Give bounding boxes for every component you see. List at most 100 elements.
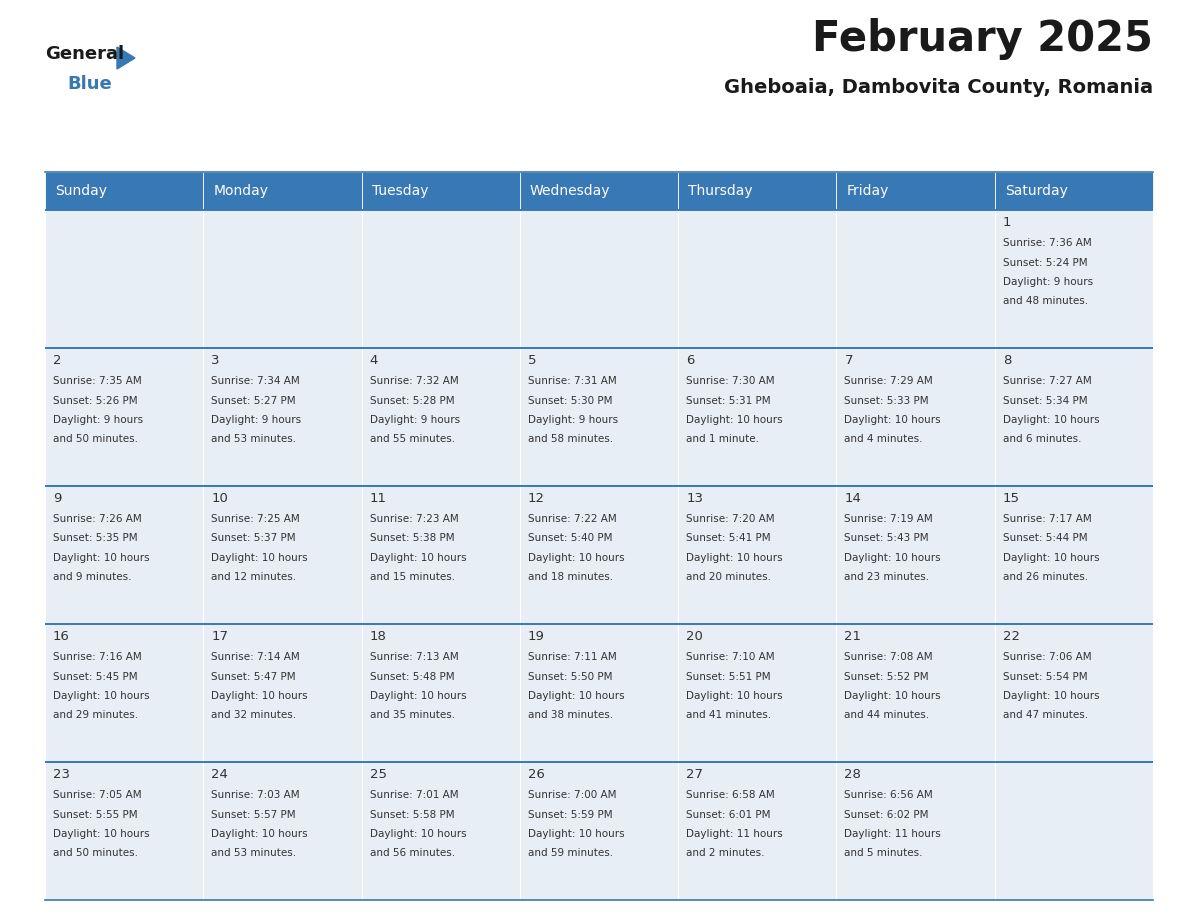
Text: and 44 minutes.: and 44 minutes. [845, 711, 929, 721]
Text: 28: 28 [845, 768, 861, 781]
Bar [994, 348, 1154, 486]
Text: 19: 19 [527, 630, 545, 643]
Text: Monday: Monday [214, 184, 268, 198]
Text: 18: 18 [369, 630, 386, 643]
Bar [836, 172, 994, 210]
Bar [836, 486, 994, 624]
Text: Sunset: 6:01 PM: Sunset: 6:01 PM [687, 810, 771, 820]
Text: and 5 minutes.: and 5 minutes. [845, 848, 923, 858]
Bar [520, 348, 678, 486]
Text: and 38 minutes.: and 38 minutes. [527, 711, 613, 721]
Text: Thursday: Thursday [688, 184, 753, 198]
Text: Daylight: 10 hours: Daylight: 10 hours [845, 415, 941, 425]
Text: Daylight: 11 hours: Daylight: 11 hours [687, 829, 783, 839]
Bar [45, 172, 203, 210]
Text: 12: 12 [527, 492, 545, 505]
Text: and 56 minutes.: and 56 minutes. [369, 848, 455, 858]
Bar [678, 210, 836, 348]
Bar [520, 210, 678, 348]
Text: Sunrise: 7:36 AM: Sunrise: 7:36 AM [1003, 238, 1092, 248]
Text: Sunset: 5:41 PM: Sunset: 5:41 PM [687, 533, 771, 543]
Text: Sunday: Sunday [55, 184, 107, 198]
Text: Daylight: 11 hours: Daylight: 11 hours [845, 829, 941, 839]
Bar [520, 486, 678, 624]
Text: 5: 5 [527, 354, 536, 367]
Text: Tuesday: Tuesday [372, 184, 428, 198]
Text: 8: 8 [1003, 354, 1011, 367]
Text: and 58 minutes.: and 58 minutes. [527, 434, 613, 444]
Text: 14: 14 [845, 492, 861, 505]
Text: Sunrise: 7:20 AM: Sunrise: 7:20 AM [687, 514, 775, 524]
Text: Blue: Blue [67, 75, 112, 93]
Text: Sunrise: 7:30 AM: Sunrise: 7:30 AM [687, 376, 775, 386]
Text: 25: 25 [369, 768, 386, 781]
Text: Sunrise: 7:03 AM: Sunrise: 7:03 AM [211, 790, 299, 800]
Bar [45, 210, 203, 348]
Bar [361, 624, 520, 762]
Bar [45, 624, 203, 762]
Bar [678, 348, 836, 486]
Text: Daylight: 10 hours: Daylight: 10 hours [211, 691, 308, 701]
Bar [994, 210, 1154, 348]
Text: Wednesday: Wednesday [530, 184, 611, 198]
Text: 15: 15 [1003, 492, 1019, 505]
Text: Gheboaia, Dambovita County, Romania: Gheboaia, Dambovita County, Romania [723, 78, 1154, 97]
Bar [994, 486, 1154, 624]
Text: Daylight: 10 hours: Daylight: 10 hours [211, 553, 308, 563]
Text: Sunset: 5:59 PM: Sunset: 5:59 PM [527, 810, 613, 820]
Bar [361, 210, 520, 348]
Bar [361, 486, 520, 624]
Text: Sunset: 5:44 PM: Sunset: 5:44 PM [1003, 533, 1087, 543]
Text: 21: 21 [845, 630, 861, 643]
Text: Sunrise: 7:05 AM: Sunrise: 7:05 AM [53, 790, 141, 800]
Text: Sunrise: 7:16 AM: Sunrise: 7:16 AM [53, 652, 141, 662]
Text: 4: 4 [369, 354, 378, 367]
Text: Sunset: 5:45 PM: Sunset: 5:45 PM [53, 671, 138, 681]
Text: Sunset: 5:57 PM: Sunset: 5:57 PM [211, 810, 296, 820]
Bar [836, 348, 994, 486]
Text: Daylight: 10 hours: Daylight: 10 hours [53, 553, 150, 563]
Text: and 29 minutes.: and 29 minutes. [53, 711, 138, 721]
Text: Sunrise: 7:06 AM: Sunrise: 7:06 AM [1003, 652, 1092, 662]
Text: Sunrise: 7:08 AM: Sunrise: 7:08 AM [845, 652, 933, 662]
Text: Sunrise: 7:35 AM: Sunrise: 7:35 AM [53, 376, 141, 386]
Text: Daylight: 10 hours: Daylight: 10 hours [369, 553, 466, 563]
Text: 11: 11 [369, 492, 386, 505]
Text: Daylight: 10 hours: Daylight: 10 hours [845, 553, 941, 563]
Text: Sunrise: 7:22 AM: Sunrise: 7:22 AM [527, 514, 617, 524]
Bar [203, 172, 361, 210]
Bar [45, 486, 203, 624]
Text: Sunrise: 7:00 AM: Sunrise: 7:00 AM [527, 790, 617, 800]
Text: Sunset: 5:28 PM: Sunset: 5:28 PM [369, 396, 454, 406]
Bar [678, 172, 836, 210]
Text: Daylight: 10 hours: Daylight: 10 hours [53, 829, 150, 839]
Text: 17: 17 [211, 630, 228, 643]
Text: 20: 20 [687, 630, 703, 643]
Text: Daylight: 10 hours: Daylight: 10 hours [1003, 553, 1099, 563]
Bar [361, 348, 520, 486]
Bar [678, 762, 836, 900]
Text: 22: 22 [1003, 630, 1019, 643]
Text: and 2 minutes.: and 2 minutes. [687, 848, 765, 858]
Text: Sunset: 5:35 PM: Sunset: 5:35 PM [53, 533, 138, 543]
Bar [520, 172, 678, 210]
Text: and 12 minutes.: and 12 minutes. [211, 573, 297, 583]
Text: Daylight: 10 hours: Daylight: 10 hours [527, 691, 625, 701]
Text: Sunset: 5:33 PM: Sunset: 5:33 PM [845, 396, 929, 406]
Text: Sunrise: 7:17 AM: Sunrise: 7:17 AM [1003, 514, 1092, 524]
Text: Sunset: 5:51 PM: Sunset: 5:51 PM [687, 671, 771, 681]
Text: Sunset: 5:47 PM: Sunset: 5:47 PM [211, 671, 296, 681]
Text: and 59 minutes.: and 59 minutes. [527, 848, 613, 858]
Text: 9: 9 [53, 492, 62, 505]
Bar [203, 210, 361, 348]
Bar [45, 762, 203, 900]
Text: and 23 minutes.: and 23 minutes. [845, 573, 929, 583]
Text: and 50 minutes.: and 50 minutes. [53, 848, 138, 858]
Text: Daylight: 10 hours: Daylight: 10 hours [1003, 691, 1099, 701]
Text: Sunrise: 7:32 AM: Sunrise: 7:32 AM [369, 376, 459, 386]
Text: and 20 minutes.: and 20 minutes. [687, 573, 771, 583]
Text: Sunrise: 6:56 AM: Sunrise: 6:56 AM [845, 790, 934, 800]
Text: and 9 minutes.: and 9 minutes. [53, 573, 132, 583]
Text: Sunrise: 7:19 AM: Sunrise: 7:19 AM [845, 514, 934, 524]
Text: and 1 minute.: and 1 minute. [687, 434, 759, 444]
